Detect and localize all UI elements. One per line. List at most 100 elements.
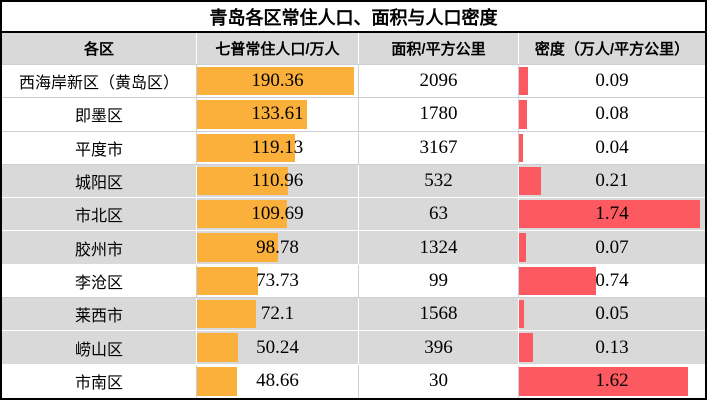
area-cell: 396 xyxy=(358,331,518,364)
area-cell: 1324 xyxy=(358,231,518,264)
area-value: 396 xyxy=(424,336,453,358)
population-value: 98.78 xyxy=(256,236,299,258)
density-bar xyxy=(519,100,528,129)
table-row: 市北区 109.69 63 1.74 xyxy=(2,198,705,232)
table-row: 平度市 119.13 3167 0.04 xyxy=(2,131,705,165)
table-title: 青岛各区常住人口、面积与人口密度 xyxy=(2,2,705,33)
density-cell: 0.09 xyxy=(518,65,705,98)
area-value: 2096 xyxy=(419,70,458,92)
population-bar xyxy=(197,300,257,329)
district-cell: 市北区 xyxy=(74,208,123,226)
density-value: 0.74 xyxy=(595,269,629,291)
table-row: 市南区 48.66 30 1.62 xyxy=(2,364,705,398)
district-cell: 西海岸新区（黄岛区） xyxy=(18,75,179,93)
density-value: 0.07 xyxy=(595,236,629,258)
density-cell: 0.74 xyxy=(518,264,705,298)
area-value: 1324 xyxy=(419,236,458,258)
population-bar xyxy=(197,200,288,229)
table-row: 崂山区 50.24 396 0.13 xyxy=(2,331,705,365)
population-cell: 50.24 xyxy=(196,331,358,364)
area-cell: 1780 xyxy=(358,98,518,131)
population-value: 73.73 xyxy=(256,269,299,291)
density-cell: 0.08 xyxy=(518,98,705,131)
density-value: 0.13 xyxy=(595,336,629,358)
density-bar xyxy=(519,200,700,229)
population-cell: 190.36 xyxy=(196,65,358,98)
density-cell: 0.04 xyxy=(518,131,705,164)
population-cell: 133.61 xyxy=(196,98,358,131)
population-value: 72.1 xyxy=(260,303,295,325)
population-cell: 110.96 xyxy=(196,164,358,198)
density-bar xyxy=(519,233,527,262)
density-value: 0.21 xyxy=(595,170,629,192)
area-value: 1568 xyxy=(419,303,458,325)
population-cell: 109.69 xyxy=(196,198,358,231)
population-cell: 48.66 xyxy=(196,364,358,398)
population-bar xyxy=(197,133,296,162)
district-cell: 李沧区 xyxy=(74,274,123,292)
density-bar xyxy=(519,67,529,96)
density-bar xyxy=(519,333,533,362)
district-cell: 市南区 xyxy=(74,375,123,393)
table-row: 李沧区 73.73 99 0.74 xyxy=(2,264,705,299)
population-bar xyxy=(197,233,279,262)
district-cell: 城阳区 xyxy=(74,175,123,193)
area-value: 3167 xyxy=(419,136,458,158)
column-header-district: 各区 xyxy=(83,41,114,58)
district-cell: 即墨区 xyxy=(74,108,123,126)
density-cell: 0.13 xyxy=(518,331,705,364)
density-bar xyxy=(519,166,541,196)
density-value: 0.09 xyxy=(595,70,629,92)
density-value: 0.05 xyxy=(595,303,629,325)
district-cell: 崂山区 xyxy=(74,341,123,359)
density-cell: 0.21 xyxy=(518,164,705,198)
density-value: 1.62 xyxy=(595,370,629,392)
density-cell: 1.74 xyxy=(518,198,705,231)
population-bar xyxy=(197,166,289,196)
density-cell: 0.05 xyxy=(518,298,705,331)
district-cell: 胶州市 xyxy=(74,241,123,259)
population-cell: 73.73 xyxy=(196,264,358,298)
column-header-density: 密度（万人/平方公里） xyxy=(518,33,705,64)
area-value: 63 xyxy=(429,203,448,225)
column-header-population: 七普常住人口/万人 xyxy=(196,33,358,64)
population-value: 119.13 xyxy=(251,136,304,158)
area-cell: 63 xyxy=(358,198,518,231)
population-value: 109.69 xyxy=(251,203,304,225)
population-value: 190.36 xyxy=(251,70,304,92)
population-value: 50.24 xyxy=(256,336,299,358)
column-header-area: 面积/平方公里 xyxy=(358,33,518,64)
density-value: 0.04 xyxy=(595,136,629,158)
density-bar xyxy=(519,133,524,162)
area-cell: 3167 xyxy=(358,131,518,164)
area-cell: 2096 xyxy=(358,65,518,98)
district-cell: 平度市 xyxy=(74,141,123,159)
area-value: 30 xyxy=(429,370,448,392)
table-row: 莱西市 72.1 1568 0.05 xyxy=(2,298,705,332)
area-cell: 30 xyxy=(358,364,518,398)
population-bar xyxy=(197,366,238,396)
area-cell: 99 xyxy=(358,264,518,298)
density-value: 0.08 xyxy=(595,103,629,125)
density-cell: 1.62 xyxy=(518,364,705,398)
population-cell: 119.13 xyxy=(196,131,358,164)
population-bar xyxy=(197,67,354,96)
table-row: 城阳区 110.96 532 0.21 xyxy=(2,164,705,199)
area-cell: 532 xyxy=(358,164,518,198)
density-bar xyxy=(519,366,688,396)
population-bar xyxy=(197,266,258,296)
population-value: 48.66 xyxy=(256,370,299,392)
area-value: 1780 xyxy=(419,103,458,125)
density-cell: 0.07 xyxy=(518,231,705,264)
table-row: 胶州市 98.78 1324 0.07 xyxy=(2,231,705,265)
table-header: 各区 七普常住人口/万人 面积/平方公里 密度（万人/平方公里） xyxy=(2,33,705,65)
population-cell: 98.78 xyxy=(196,231,358,264)
table-row: 西海岸新区（黄岛区） 190.36 2096 0.09 xyxy=(2,65,705,99)
population-cell: 72.1 xyxy=(196,298,358,331)
density-value: 1.74 xyxy=(595,203,629,225)
population-bar xyxy=(197,333,239,362)
density-bar xyxy=(519,266,596,296)
area-cell: 1568 xyxy=(358,298,518,331)
population-bar xyxy=(197,100,308,129)
